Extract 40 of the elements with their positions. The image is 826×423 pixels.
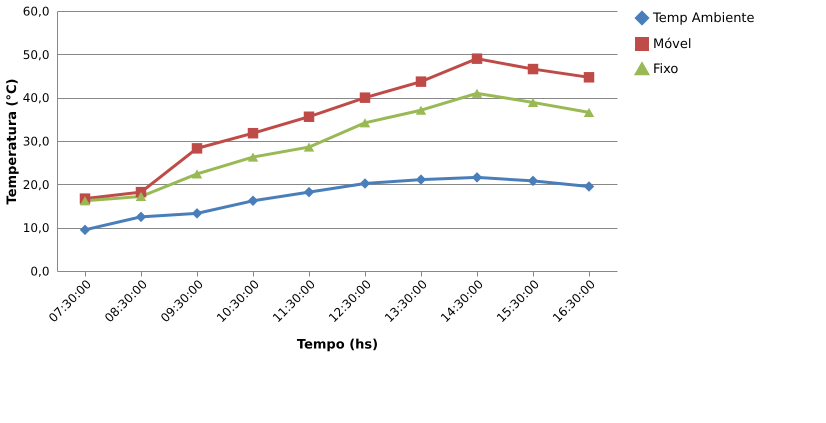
point bbox=[360, 92, 370, 103]
point bbox=[304, 111, 314, 122]
point bbox=[528, 64, 538, 74]
point bbox=[192, 208, 202, 219]
point bbox=[528, 98, 538, 107]
y-tick-label: 60,0 bbox=[22, 4, 50, 18]
point bbox=[80, 196, 90, 206]
y-axis-title: Temperatura (°C) bbox=[4, 78, 20, 204]
point bbox=[416, 106, 426, 115]
point bbox=[192, 143, 202, 154]
point bbox=[248, 128, 258, 138]
point bbox=[304, 142, 314, 152]
y-tick-label: 10,0 bbox=[22, 221, 50, 236]
legend-label: Móvel bbox=[653, 37, 692, 52]
point bbox=[248, 152, 258, 162]
point bbox=[360, 178, 370, 189]
point bbox=[584, 72, 594, 83]
point bbox=[528, 176, 538, 186]
point bbox=[584, 108, 594, 117]
point bbox=[360, 118, 370, 128]
point bbox=[248, 196, 258, 206]
point bbox=[472, 88, 482, 98]
point bbox=[472, 172, 482, 183]
point bbox=[192, 169, 202, 178]
legend-label: Temp Ambiente bbox=[652, 11, 755, 26]
x-axis-title: Tempo (hs) bbox=[296, 337, 378, 352]
y-tick-label: 40,0 bbox=[22, 91, 50, 106]
point bbox=[304, 186, 314, 198]
legend-label: Fixo bbox=[653, 62, 678, 77]
y-tick-label: 30,0 bbox=[22, 134, 50, 148]
point bbox=[416, 174, 426, 185]
point bbox=[416, 76, 426, 87]
point bbox=[584, 181, 594, 192]
point bbox=[136, 212, 146, 222]
y-tick-label: 50,0 bbox=[22, 48, 50, 62]
point bbox=[472, 53, 482, 64]
y-tick-label: 20,0 bbox=[22, 178, 50, 192]
y-tick-label: 0,0 bbox=[30, 264, 50, 278]
point bbox=[80, 224, 90, 236]
point bbox=[136, 192, 146, 202]
